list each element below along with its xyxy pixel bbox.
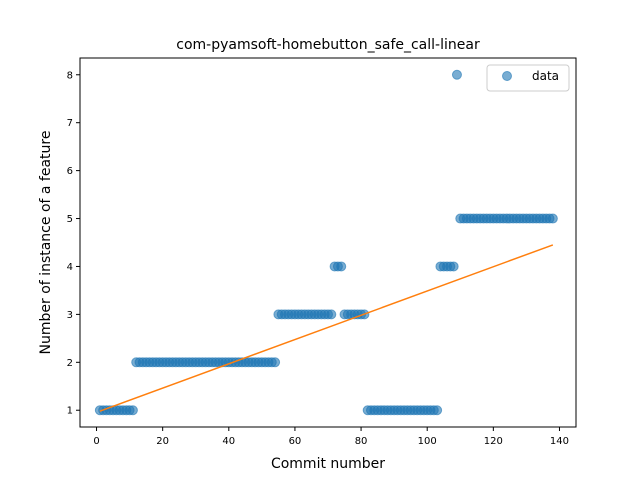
x-tick-label: 100 [418, 436, 437, 447]
fit-line [99, 244, 554, 412]
y-tick-label: 7 [67, 118, 73, 129]
y-tick-label: 8 [67, 70, 73, 81]
x-tick-label: 140 [550, 436, 569, 447]
x-tick-label: 0 [93, 436, 99, 447]
x-tick-label: 40 [222, 436, 235, 447]
x-tick-label: 120 [484, 436, 503, 447]
x-axis-label: Commit number [271, 456, 385, 472]
plot-area [94, 69, 558, 416]
y-tick-label: 3 [67, 310, 73, 321]
y-tick-label: 1 [67, 406, 73, 417]
x-tick-label: 80 [355, 436, 368, 447]
axes-frame [79, 57, 577, 428]
data-point [451, 69, 462, 80]
y-tick-label: 6 [67, 166, 73, 177]
y-tick-label: 5 [67, 214, 73, 225]
y-axis: 1 2 3 4 5 6 7 8 [67, 70, 80, 417]
legend-marker-data [502, 71, 512, 81]
y-tick-label: 2 [67, 358, 73, 369]
y-axis-label: Number of instance of a feature [38, 131, 54, 355]
data-point [336, 261, 347, 272]
data-point [127, 405, 138, 416]
x-tick-label: 20 [156, 436, 169, 447]
legend: data [486, 64, 570, 92]
data-point [448, 261, 459, 272]
data-point [432, 405, 443, 416]
legend-label-data: data [532, 69, 559, 83]
data-point [326, 309, 337, 320]
data-point [547, 213, 558, 224]
y-tick-label: 4 [67, 262, 73, 273]
chart-title: com-pyamsoft-homebutton_safe_call-linear [176, 37, 480, 53]
data-point [270, 357, 281, 368]
x-tick-label: 60 [289, 436, 302, 447]
x-axis: 0 20 40 60 80 100 120 140 [93, 427, 569, 447]
